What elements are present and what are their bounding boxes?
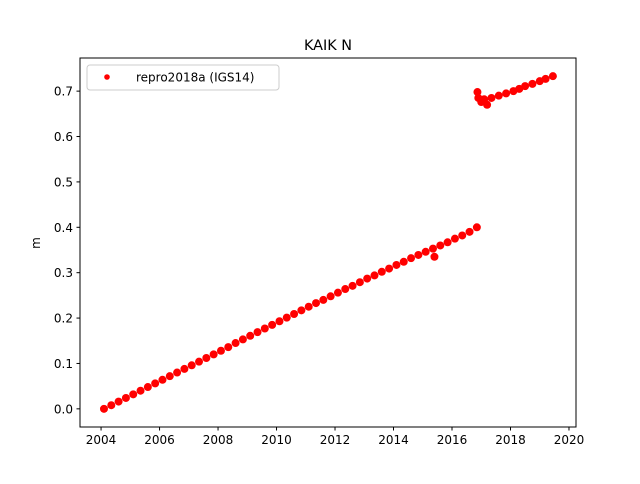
data-point <box>341 285 350 294</box>
data-point <box>528 79 537 88</box>
legend-box <box>86 64 280 91</box>
x-axis: 2004 2006 2008 2010 2012 2014 2016 2018 2020 <box>86 427 584 447</box>
data-point <box>129 390 138 399</box>
y-tick-label: 0.2 <box>54 312 73 326</box>
x-tick-label: 2004 <box>86 433 117 447</box>
x-tick-label: 2016 <box>437 433 468 447</box>
data-point <box>521 82 530 91</box>
data-point <box>282 313 291 322</box>
data-point <box>473 88 482 97</box>
data-point <box>407 254 416 263</box>
data-point <box>224 343 233 352</box>
data-point <box>216 346 225 355</box>
y-tick-label: 0.5 <box>54 175 73 189</box>
data-point <box>268 320 277 329</box>
data-point <box>158 375 167 384</box>
data-point <box>370 271 379 280</box>
data-point <box>275 317 284 326</box>
data-point <box>304 302 313 311</box>
data-point <box>494 91 503 100</box>
data-point <box>260 324 269 333</box>
x-tick-label: 2008 <box>203 433 234 447</box>
data-point <box>136 386 145 395</box>
x-tick-label: 2014 <box>378 433 409 447</box>
y-tick-label: 0.6 <box>54 130 73 144</box>
data-point <box>319 295 328 304</box>
data-point <box>312 299 321 308</box>
data-point <box>377 267 386 276</box>
y-tick-label: 0.3 <box>54 266 73 280</box>
y-axis: 0.0 0.1 0.2 0.3 0.4 0.5 0.6 0.7 <box>54 85 80 416</box>
data-point <box>180 364 189 373</box>
data-point <box>465 227 474 236</box>
data-point <box>348 281 357 290</box>
data-point <box>333 288 342 297</box>
data-point <box>173 368 182 377</box>
data-point <box>246 331 255 340</box>
data-point <box>209 350 218 359</box>
data-point <box>290 309 299 318</box>
data-point <box>99 404 108 413</box>
data-point <box>151 379 160 388</box>
data-point <box>436 241 445 250</box>
y-tick-label: 0.0 <box>54 402 73 416</box>
data-point <box>399 257 408 266</box>
data-point <box>472 223 481 232</box>
data-point <box>502 89 511 98</box>
data-point <box>450 234 459 243</box>
data-point <box>548 72 557 81</box>
x-tick-label: 2018 <box>495 433 526 447</box>
x-tick-label: 2020 <box>554 433 585 447</box>
data-point <box>483 100 492 109</box>
data-point <box>541 74 550 83</box>
data-point <box>114 397 123 406</box>
data-point <box>253 328 262 337</box>
data-point <box>187 361 196 370</box>
data-point <box>363 274 372 283</box>
legend: repro2018a (IGS14) <box>86 64 280 91</box>
data-point <box>121 393 130 402</box>
legend-marker <box>104 74 110 80</box>
chart-title: KAIK N <box>304 38 352 54</box>
data-point <box>326 292 335 301</box>
data-points <box>99 72 557 413</box>
data-point <box>458 231 467 240</box>
axes-frame <box>79 57 577 428</box>
y-tick-label: 0.7 <box>54 85 73 99</box>
x-tick-label: 2012 <box>320 433 351 447</box>
x-tick-label: 2006 <box>144 433 175 447</box>
y-tick-label: 0.1 <box>54 357 73 371</box>
data-point <box>143 383 152 392</box>
data-point <box>297 306 306 315</box>
data-point <box>231 339 240 348</box>
data-point <box>202 354 211 363</box>
data-point <box>238 335 247 344</box>
data-point <box>195 357 204 366</box>
data-point <box>107 401 116 410</box>
x-tick-label: 2010 <box>261 433 292 447</box>
data-point <box>165 372 174 381</box>
y-axis-label: m <box>29 237 43 249</box>
data-point <box>385 264 394 273</box>
legend-label: repro2018a (IGS14) <box>136 71 254 85</box>
data-point <box>487 93 496 102</box>
data-point <box>430 252 439 261</box>
data-point <box>414 250 423 259</box>
data-point <box>355 278 364 287</box>
data-point <box>428 244 437 253</box>
y-tick-label: 0.4 <box>54 221 73 235</box>
data-point <box>421 247 430 256</box>
data-point <box>443 238 452 247</box>
data-point <box>392 260 401 269</box>
